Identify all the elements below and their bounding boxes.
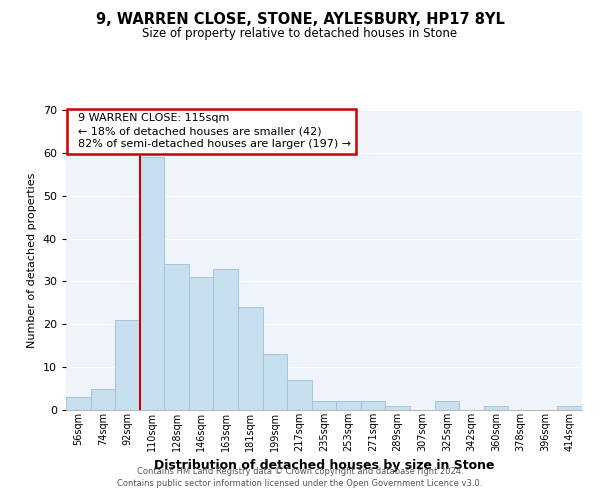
Bar <box>140 157 164 410</box>
Bar <box>164 264 189 410</box>
Bar <box>287 380 312 410</box>
Bar <box>115 320 140 410</box>
Text: Contains HM Land Registry data © Crown copyright and database right 2024.
Contai: Contains HM Land Registry data © Crown c… <box>118 466 482 487</box>
Bar <box>214 268 238 410</box>
Bar <box>238 307 263 410</box>
Bar <box>434 402 459 410</box>
Text: 9, WARREN CLOSE, STONE, AYLESBURY, HP17 8YL: 9, WARREN CLOSE, STONE, AYLESBURY, HP17 … <box>95 12 505 28</box>
Bar <box>385 406 410 410</box>
Bar <box>91 388 115 410</box>
Text: 9 WARREN CLOSE: 115sqm
  ← 18% of detached houses are smaller (42)
  82% of semi: 9 WARREN CLOSE: 115sqm ← 18% of detached… <box>71 113 351 150</box>
Bar <box>66 397 91 410</box>
Bar <box>336 402 361 410</box>
Bar <box>263 354 287 410</box>
Bar <box>557 406 582 410</box>
X-axis label: Distribution of detached houses by size in Stone: Distribution of detached houses by size … <box>154 459 494 472</box>
Y-axis label: Number of detached properties: Number of detached properties <box>27 172 37 348</box>
Bar <box>312 402 336 410</box>
Text: Size of property relative to detached houses in Stone: Size of property relative to detached ho… <box>142 28 458 40</box>
Bar <box>361 402 385 410</box>
Bar <box>484 406 508 410</box>
Bar <box>189 277 214 410</box>
